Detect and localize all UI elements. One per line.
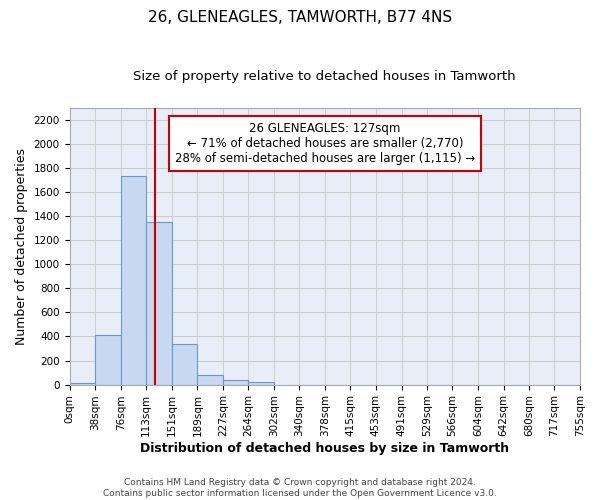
Bar xyxy=(248,382,274,384)
Bar xyxy=(95,336,121,384)
Bar xyxy=(223,380,248,384)
Bar xyxy=(172,344,197,384)
Text: Contains HM Land Registry data © Crown copyright and database right 2024.
Contai: Contains HM Land Registry data © Crown c… xyxy=(103,478,497,498)
X-axis label: Distribution of detached houses by size in Tamworth: Distribution of detached houses by size … xyxy=(140,442,509,455)
Bar xyxy=(146,222,172,384)
Text: 26 GLENEAGLES: 127sqm
← 71% of detached houses are smaller (2,770)
28% of semi-d: 26 GLENEAGLES: 127sqm ← 71% of detached … xyxy=(175,122,475,164)
Bar xyxy=(70,383,95,384)
Y-axis label: Number of detached properties: Number of detached properties xyxy=(15,148,28,344)
Text: 26, GLENEAGLES, TAMWORTH, B77 4NS: 26, GLENEAGLES, TAMWORTH, B77 4NS xyxy=(148,10,452,25)
Bar xyxy=(121,176,146,384)
Title: Size of property relative to detached houses in Tamworth: Size of property relative to detached ho… xyxy=(133,70,516,83)
Bar xyxy=(197,375,223,384)
